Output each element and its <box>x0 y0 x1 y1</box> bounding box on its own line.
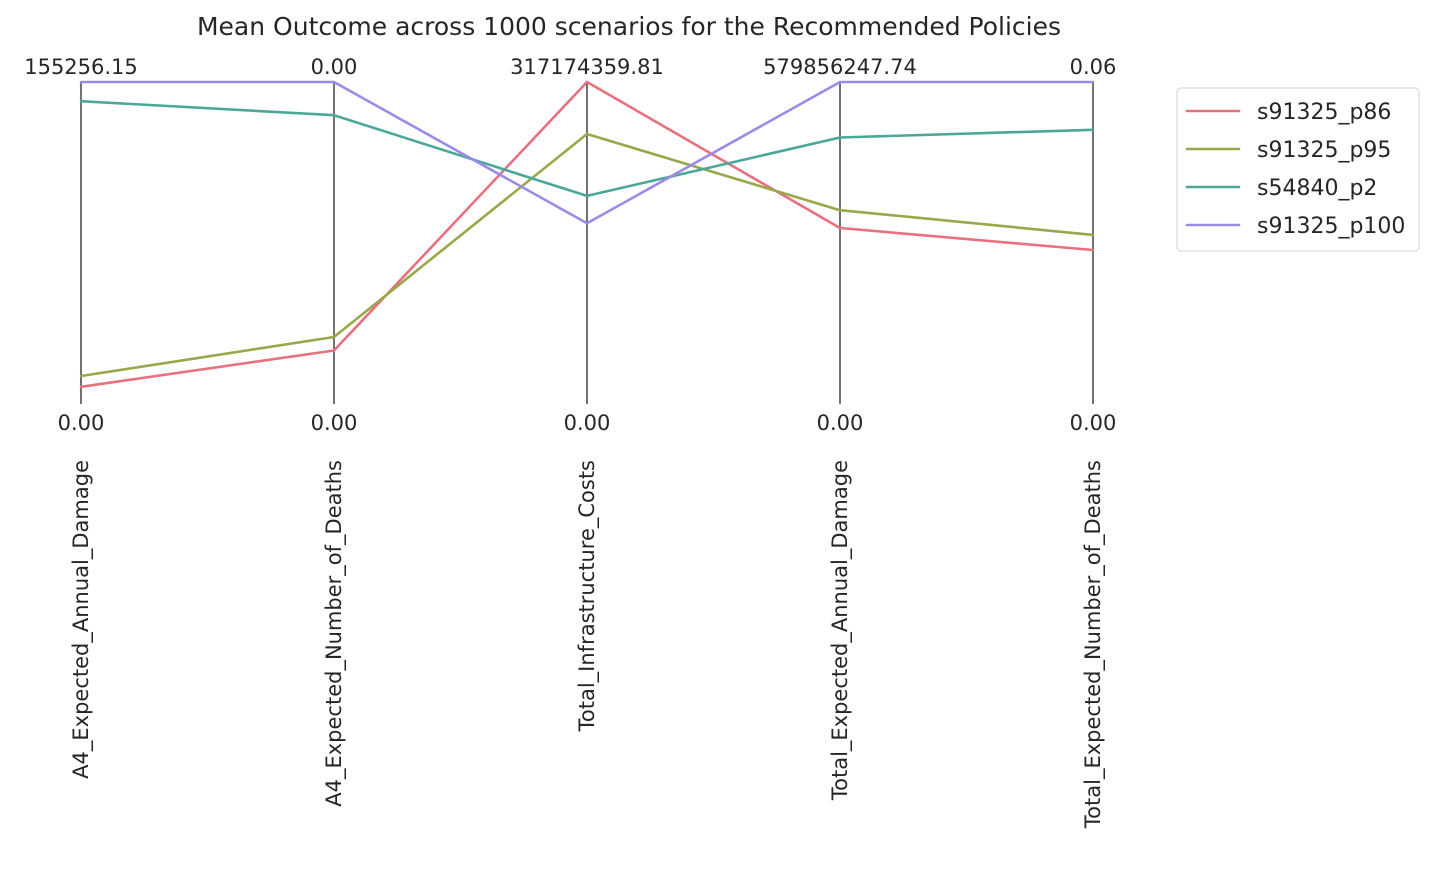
axis-max-label: 579856247.74 <box>763 55 917 79</box>
legend-entry-label: s91325_p86 <box>1257 100 1391 125</box>
axis-name-label: Total_Expected_Annual_Damage <box>828 460 853 801</box>
axis-min-label: 0.00 <box>564 411 611 435</box>
axis-name-label: Total_Infrastructure_Costs <box>575 460 600 732</box>
axis-max-label: 0.06 <box>1070 55 1117 79</box>
axis-name-label: A4_Expected_Number_of_Deaths <box>322 460 347 807</box>
axis-max-label: 317174359.81 <box>510 55 664 79</box>
series-line-s54840_p2 <box>79 99 1095 198</box>
axis-min-label: 0.00 <box>58 411 105 435</box>
legend-entry-label: s91325_p95 <box>1257 138 1391 163</box>
axis-max-label: 155256.15 <box>24 55 138 79</box>
series-line-s91325_p86 <box>79 80 1095 389</box>
axis-name-label: A4_Expected_Annual_Damage <box>69 460 94 779</box>
axis-max-label: 0.00 <box>311 55 358 79</box>
legend-entry-label: s91325_p100 <box>1257 214 1405 239</box>
axis-name-label: Total_Expected_Number_of_Deaths <box>1081 460 1106 829</box>
chart-title: Mean Outcome across 1000 scenarios for t… <box>197 12 1061 41</box>
legend-box <box>1176 87 1420 252</box>
legend: s91325_p86 s91325_p95 s54840_p2 s91325_p100 <box>1176 87 1420 252</box>
axis-min-label: 0.00 <box>311 411 358 435</box>
series-line-s91325_p100 <box>79 80 1095 225</box>
axes-layer: 155256.15 0.00 A4_Expected_Annual_Damage 0.… <box>24 55 1116 829</box>
axis-min-label: 0.00 <box>817 411 864 435</box>
series-line-s91325_p95 <box>79 132 1095 378</box>
legend-entry-label: s54840_p2 <box>1257 176 1377 201</box>
series-layer <box>79 80 1095 389</box>
axis-min-label: 0.00 <box>1070 411 1117 435</box>
